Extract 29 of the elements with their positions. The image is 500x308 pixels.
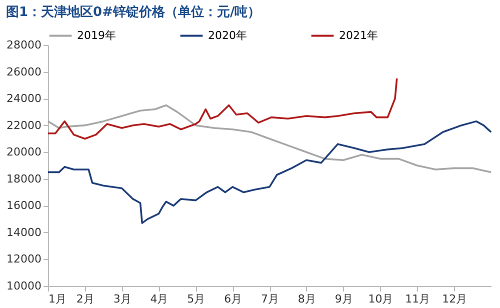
line-series <box>47 104 492 174</box>
x-tick-label: 5月 <box>187 292 206 306</box>
x-tick-label: 9月 <box>334 292 353 306</box>
x-tick-label: 6月 <box>224 292 242 306</box>
legend-label: 2021年 <box>339 28 378 42</box>
legend-label: 2020年 <box>208 28 247 42</box>
y-tick-label: 28000 <box>6 38 42 52</box>
legend-label: 2019年 <box>77 28 116 42</box>
y-tick-label: 18000 <box>6 172 42 186</box>
x-tick-label: 11月 <box>405 292 430 306</box>
y-tick-label: 26000 <box>6 65 42 78</box>
y-tick-label: 12000 <box>6 252 42 266</box>
y-tick-label: 24000 <box>6 92 42 106</box>
y-tick-label: 16000 <box>6 199 42 212</box>
x-tick-label: 2月 <box>76 292 94 306</box>
line-series <box>47 78 398 140</box>
x-tick-label: 7月 <box>261 292 279 306</box>
chart-title: 图1：天津地区0#锌锭价格（单位：元/吨） <box>6 4 261 20</box>
y-tick-label: 14000 <box>6 226 42 239</box>
y-tick-label: 22000 <box>6 118 42 132</box>
x-tick-label: 4月 <box>150 292 168 306</box>
y-tick-label: 20000 <box>6 146 42 159</box>
x-tick-label: 3月 <box>113 292 132 306</box>
line-series <box>47 120 492 224</box>
x-tick-label: 1月 <box>48 292 66 306</box>
x-tick-label: 10月 <box>368 292 394 306</box>
y-tick-label: 10000 <box>6 280 42 292</box>
x-tick-label: 8月 <box>298 292 316 306</box>
x-tick-label: 12月 <box>442 292 468 306</box>
